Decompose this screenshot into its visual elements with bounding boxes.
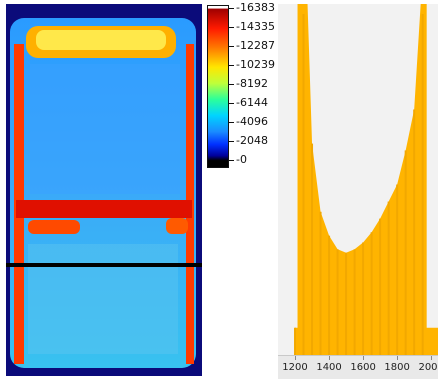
histogram-bar <box>379 218 382 355</box>
colorbar-label: -8192 <box>236 77 268 90</box>
histogram-x-tick <box>295 356 297 360</box>
histogram-area <box>295 4 438 355</box>
colorbar-label: -6144 <box>236 96 268 109</box>
colorbar-tick <box>229 65 234 66</box>
histogram-bar <box>294 327 297 355</box>
colorbar-label: -14335 <box>236 20 275 33</box>
histogram-bar <box>328 235 331 355</box>
histogram-x-tick-label: 1600 <box>350 362 376 373</box>
histogram-bar <box>396 184 399 355</box>
colorbar-label: -2048 <box>236 134 268 147</box>
histogram-bar <box>311 143 314 355</box>
histogram-bar <box>302 14 305 355</box>
histogram-bar <box>336 249 339 355</box>
colorbar-label: -16383 <box>236 1 275 14</box>
colorbar <box>207 5 229 168</box>
histogram-bar <box>345 252 348 355</box>
colorbar-label: -10239 <box>236 58 275 71</box>
colorbar-label: -4096 <box>236 115 268 128</box>
histogram-plot <box>278 4 438 355</box>
histogram-bar <box>362 242 365 355</box>
colorbar-label: -12287 <box>236 39 275 52</box>
histogram-x-tick <box>397 356 399 360</box>
histogram-bar <box>387 201 390 355</box>
histogram-x-tick-label: 1400 <box>316 362 342 373</box>
colorbar-label: -0 <box>236 153 247 166</box>
colorbar-tick <box>229 103 234 104</box>
histogram-x-tick-label: 1800 <box>384 362 410 373</box>
histogram-x-axis: 1200 1400 1600 1800 2000 <box>278 355 438 379</box>
colorbar-tick <box>229 8 234 9</box>
histogram-bar <box>353 249 356 355</box>
histogram-x-tick-label: 2000 <box>418 362 438 373</box>
colorbar-tick <box>229 84 234 85</box>
thermal-image <box>6 4 202 376</box>
colorbar-tick <box>229 46 234 47</box>
colorbar-tick <box>229 141 234 142</box>
histogram-x-tick-label: 1200 <box>282 362 308 373</box>
histogram-bar <box>319 211 322 355</box>
histogram-bar <box>413 109 416 355</box>
line-profile-marker[interactable] <box>6 263 202 267</box>
histogram-x-tick <box>329 356 331 360</box>
histogram-x-tick <box>363 356 365 360</box>
histogram-x-tick <box>431 356 433 360</box>
colorbar-tick <box>229 27 234 28</box>
histogram-bar <box>370 232 373 355</box>
colorbar-tick <box>229 160 234 161</box>
colorbar-tick <box>229 122 234 123</box>
histogram-bar <box>404 150 407 355</box>
histogram-bar <box>421 14 424 355</box>
